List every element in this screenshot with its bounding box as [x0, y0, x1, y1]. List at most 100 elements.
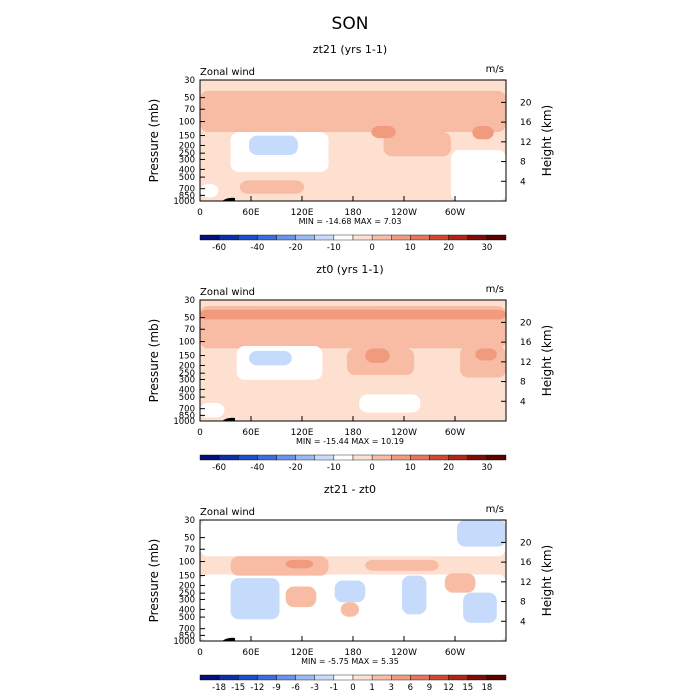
colorbar-label: -40	[250, 463, 264, 473]
colorbar-box-5	[295, 674, 315, 681]
contour-region-1-0	[457, 520, 506, 547]
colorbar-box-3	[257, 454, 277, 461]
colorbar-label: 20	[443, 463, 454, 473]
colorbar-label: 0	[369, 243, 374, 253]
colorbar-label: -40	[250, 243, 264, 253]
contour-region-1-1	[365, 348, 390, 363]
contour-region-1-2	[334, 580, 366, 603]
colorbar-label: -6	[291, 683, 299, 693]
colorbar-box-10	[391, 234, 411, 241]
colorbar-label: 0	[369, 463, 374, 473]
contour-region-2-1	[359, 394, 421, 413]
x-tick-label: 60E	[242, 208, 259, 218]
y2-tick-label: 12	[520, 358, 531, 368]
colorbar-box-7	[333, 674, 354, 681]
y-tick-label: 150	[179, 132, 195, 142]
colorbar-box-9	[371, 674, 392, 681]
colorbar-label: -10	[327, 463, 341, 473]
y-tick-label: 850	[179, 631, 195, 641]
y-axis-label: Pressure (mb)	[147, 539, 161, 623]
colorbar-box-11	[410, 234, 430, 241]
units-label: m/s	[486, 284, 504, 295]
colorbar-box-0	[199, 674, 220, 681]
contour-region-2-1	[472, 125, 494, 140]
min-max-stats: MIN = -5.75 MAX = 5.35	[301, 657, 399, 666]
contour-region-1-1	[383, 132, 451, 157]
y-tick-label: 700	[179, 625, 195, 635]
chart-panel-0: zt21 (yrs 1-1) Zonal wind m/s 0 60E 120E 180 12…	[147, 43, 554, 253]
colorbar-label: 20	[443, 243, 454, 253]
colorbar-box-6	[314, 674, 335, 681]
colorbar-label: -10	[327, 243, 341, 253]
y2-tick-label: 20	[520, 538, 532, 548]
x-tick-label: 120E	[291, 208, 314, 218]
colorbar-label: 1	[369, 683, 374, 693]
chart-title: zt21 - zt0	[324, 483, 376, 496]
x-tick-label: 0	[197, 648, 203, 658]
x-tick-label: 120W	[391, 428, 417, 438]
colorbar-label: -60	[212, 243, 226, 253]
y-tick-label: 70	[184, 325, 195, 335]
contour-region-1-4	[463, 592, 497, 623]
y-tick-label: 850	[179, 191, 195, 201]
colorbar-box-8	[352, 674, 373, 681]
contour-region-3-2	[200, 184, 219, 198]
colorbar-label: -18	[212, 683, 226, 693]
colorbar-box-2	[238, 234, 258, 241]
y2-axis-label: Height (km)	[540, 325, 554, 396]
y-tick-label: 1000	[173, 637, 195, 647]
x-tick-label: 180	[344, 428, 361, 438]
y2-tick-label: 16	[520, 338, 532, 348]
units-label: m/s	[486, 504, 504, 515]
colorbar-box-6	[314, 234, 335, 241]
colorbar-label: -60	[212, 463, 226, 473]
colorbar-label: 15	[462, 683, 473, 693]
page-title: SON	[332, 14, 369, 34]
y-tick-label: 100	[179, 338, 195, 348]
colorbar-box-14	[467, 674, 488, 681]
colorbar-box-14	[467, 234, 488, 241]
y-axis-label: Pressure (mb)	[147, 319, 161, 403]
contour-region-2-0	[230, 556, 329, 576]
colorbar-label: -20	[289, 463, 303, 473]
colorbar-box-15	[486, 454, 507, 461]
y-tick-label: 500	[179, 173, 195, 183]
colorbar-box-10	[391, 454, 411, 461]
colorbar-box-8	[352, 234, 373, 241]
colorbar-box-7	[333, 234, 354, 241]
colorbar-box-3	[257, 674, 277, 681]
topography	[222, 197, 235, 201]
y2-tick-label: 16	[520, 558, 532, 568]
y2-tick-label: 4	[520, 177, 526, 187]
colorbar-label: 6	[408, 683, 413, 693]
colorbar-label: 3	[389, 683, 394, 693]
y2-tick-label: 16	[520, 118, 532, 128]
colorbar-label: 30	[481, 243, 492, 253]
colorbar-label: -20	[289, 243, 303, 253]
colorbar-box-15	[486, 674, 507, 681]
colorbar-box-15	[486, 234, 507, 241]
contour-region-3-0	[285, 559, 314, 569]
chart-title: zt21 (yrs 1-1)	[313, 43, 387, 56]
y-tick-label: 300	[179, 595, 195, 605]
colorbar-box-3	[257, 234, 277, 241]
x-tick-label: 180	[344, 208, 361, 218]
contour-region-0-0	[200, 80, 506, 91]
contour-region-3-0	[248, 350, 292, 366]
y2-tick-label: 12	[520, 578, 531, 588]
y-tick-label: 30	[184, 76, 195, 86]
colorbar-label: 12	[443, 683, 454, 693]
y-tick-label: 100	[179, 558, 195, 568]
y-tick-label: 1000	[173, 417, 195, 427]
contour-region-3-1	[450, 150, 506, 201]
contour-region-1-0	[200, 309, 506, 320]
min-max-stats: MIN = -14.68 MAX = 7.03	[299, 217, 402, 226]
y2-tick-label: 20	[520, 318, 532, 328]
left-label: Zonal wind	[200, 67, 255, 78]
x-tick-label: 60E	[242, 428, 259, 438]
colorbar-label: 10	[405, 243, 416, 253]
colorbar-box-12	[429, 454, 449, 461]
y-tick-label: 30	[184, 516, 195, 526]
